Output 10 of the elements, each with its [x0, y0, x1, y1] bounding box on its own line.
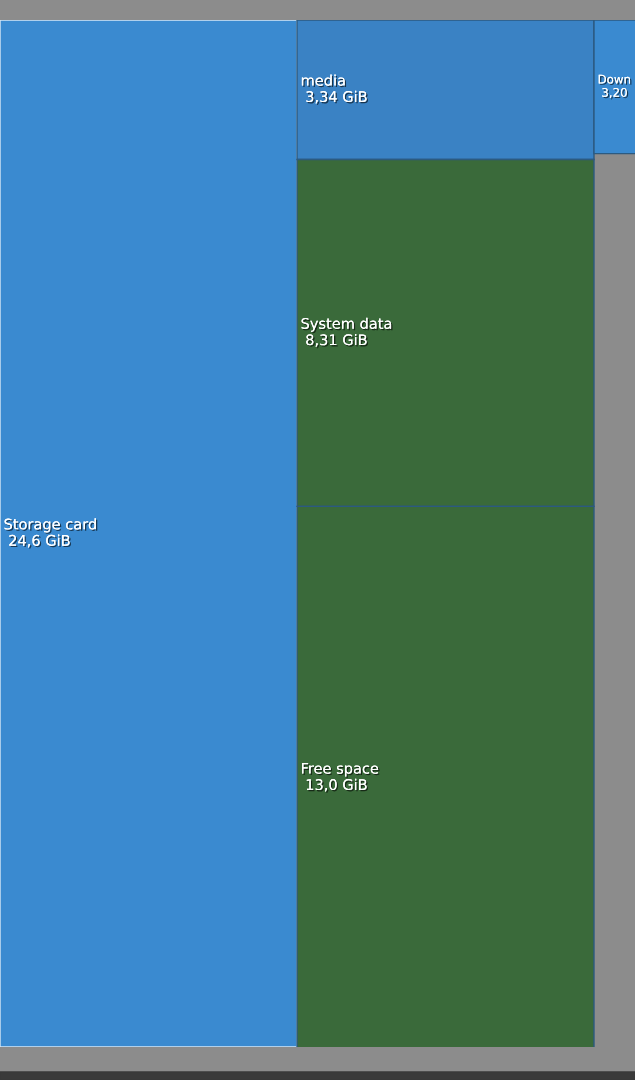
category-label: System data — [301, 317, 393, 334]
category-label: Storage card — [4, 518, 98, 534]
data-label: 13,0 GiB — [306, 778, 369, 793]
data-label: 3,34 GiB — [306, 90, 369, 105]
category-label: media — [301, 74, 347, 88]
data-label: 8,31 GiB — [306, 334, 369, 349]
category-label: Free space — [301, 762, 380, 779]
data-label: 3,20 — [602, 87, 629, 100]
data-label: 24,6 GiB — [9, 534, 72, 549]
category-label: Down — [598, 74, 632, 85]
